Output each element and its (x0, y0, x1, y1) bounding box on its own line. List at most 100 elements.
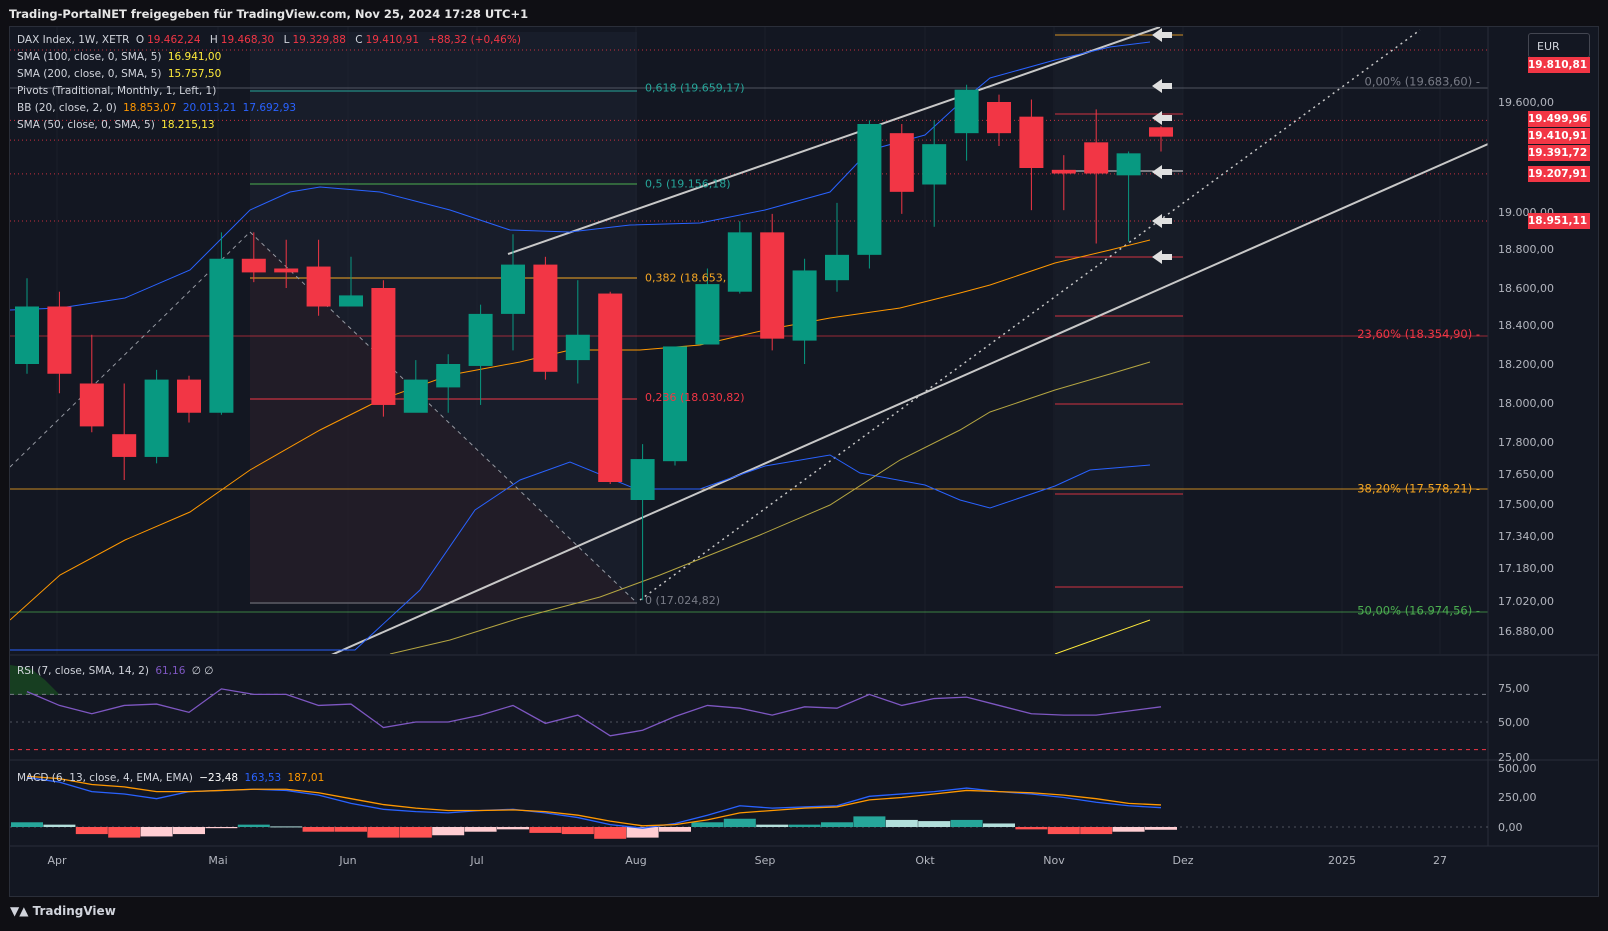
price-tag: 19.391,72 (1528, 145, 1590, 161)
macd-axis-tick: 250,00 (1498, 791, 1537, 804)
legend-sma100[interactable]: SMA (100, close, 0, SMA, 5) 16.941,00 (17, 50, 224, 64)
candle-body (598, 293, 623, 482)
macd-hist-bar (1145, 827, 1177, 830)
arrow-left-icon (1152, 250, 1172, 264)
macd-line (26, 776, 1162, 829)
legend-sma50-value: 18.215,13 (161, 119, 215, 131)
macd-hist-bar (853, 816, 886, 827)
candle-body (79, 383, 104, 427)
rsi-axis-tick: 50,00 (1498, 716, 1530, 729)
macd-hist-bar (205, 827, 238, 829)
macd-hist-bar (885, 819, 918, 827)
fib-label: 0 (17.024,82) (645, 594, 720, 607)
macd-hist-bar (11, 822, 43, 827)
price-axis-tick: 18.600,00 (1498, 282, 1554, 295)
candle-body (274, 268, 299, 273)
time-axis-label: 27 (1433, 854, 1447, 867)
macd-hist-bar (432, 827, 465, 836)
macd-hist-bar (75, 827, 108, 835)
legend-sma200[interactable]: SMA (200, close, 0, SMA, 5) 15.757,50 (17, 67, 224, 81)
time-axis-label: Apr (47, 854, 67, 867)
macd-hist-bar (497, 827, 529, 830)
price-axis-tick: 19.600,00 (1498, 96, 1554, 109)
candle-body (954, 89, 979, 134)
legend-bb-basis: 18.853,07 (123, 102, 177, 114)
legend-macd-line: 163,53 (244, 772, 282, 784)
tradingview-logo[interactable]: ▼▲ TradingView (10, 904, 116, 918)
candle-body (177, 379, 201, 413)
currency-button[interactable]: EUR (1528, 33, 1590, 58)
macd-hist-bar (821, 822, 853, 827)
macd-hist-bar (1112, 827, 1145, 832)
macd-hist-bar (950, 819, 983, 827)
legend-ohlc-l: 19.329,88 (292, 34, 346, 46)
macd-hist-bar (691, 822, 724, 827)
price-axis-tick: 18.000,00 (1498, 397, 1554, 410)
candle-body (987, 102, 1011, 134)
price-axis-tick: 17.500,00 (1498, 498, 1554, 511)
legend-macd[interactable]: MACD (6, 13, close, 4, EMA, EMA) −23,48 … (17, 771, 327, 785)
arrow-left-icon (1152, 79, 1172, 93)
candle-body (727, 232, 752, 292)
time-axis-label: Okt (915, 854, 935, 867)
legend-ohlc-c: 19.410,91 (365, 34, 420, 46)
candle-body (339, 295, 363, 307)
legend-rsi-label: RSI (7, close, SMA, 14, 2) (17, 665, 149, 677)
time-axis-label: Jul (469, 854, 483, 867)
candle-body (47, 306, 72, 374)
price-tag: 18.951,11 (1528, 213, 1590, 229)
macd-hist-bar (659, 827, 691, 832)
rsi-pane (10, 665, 1488, 751)
candle-body (663, 346, 687, 462)
price-axis-tick: 18.800,00 (1498, 243, 1554, 256)
time-axis-label: Mai (208, 854, 227, 867)
macd-hist-bar (335, 827, 367, 832)
legend-rsi[interactable]: RSI (7, close, SMA, 14, 2) 61,16 ∅ ∅ (17, 664, 216, 678)
legend-ohlc-h-label: H (209, 34, 218, 46)
macd-hist-bar (983, 823, 1015, 827)
macd-hist-bar (1080, 827, 1113, 835)
legend-sma50[interactable]: SMA (50, close, 0, SMA, 5) 18.215,13 (17, 118, 218, 132)
legend-symbol[interactable]: DAX Index, 1W, XETR (17, 34, 130, 46)
tv-logo-icon: ▼▲ (10, 904, 33, 918)
candle-body (501, 264, 525, 314)
legend-rsi-value: 61,16 (155, 665, 186, 677)
legend-macd-signal: 187,01 (287, 772, 325, 784)
candle-body (792, 270, 817, 341)
sma-100 (1054, 619, 1151, 654)
macd-hist-bar (723, 818, 756, 827)
candle-body (565, 334, 590, 361)
time-axis-label: Aug (625, 854, 646, 867)
macd-hist-bar (1047, 827, 1080, 835)
fib-right-label: 50,00% (16.974,56) - (1357, 604, 1480, 618)
time-axis-label: 2025 (1328, 854, 1356, 867)
arrow-left-icon (1152, 165, 1172, 179)
price-axis-tick: 17.340,00 (1498, 530, 1554, 543)
macd-hist-bar (140, 827, 173, 837)
legend-pivots[interactable]: Pivots (Traditional, Monthly, 1, Left, 1… (17, 84, 219, 98)
channel-dotted (639, 29, 1421, 601)
candle-body (144, 379, 169, 457)
macd-hist-bar (788, 824, 821, 827)
legend-change: +88,32 (+0,46%) (428, 34, 521, 46)
arrow-left-icon (1152, 28, 1172, 42)
macd-hist-bar (173, 827, 205, 835)
macd-hist-bar (464, 827, 497, 832)
price-axis-tick: 17.020,00 (1498, 595, 1554, 608)
time-axis-label: Sep (755, 854, 776, 867)
candle-body (760, 232, 785, 339)
candle-body (825, 254, 849, 281)
macd-hist-bar (626, 827, 659, 838)
price-tag: 19.410,91 (1528, 128, 1590, 144)
legend-ohlc-c-label: C (355, 34, 363, 46)
rsi-axis-tick: 25,00 (1498, 751, 1530, 764)
legend-bb[interactable]: BB (20, close, 2, 0) 18.853,07 20.013,21… (17, 101, 299, 115)
legend-ohlc-o-label: O (135, 34, 145, 46)
candle-body (630, 459, 655, 500)
price-tag: 19.499,96 (1528, 111, 1590, 127)
legend-bb-label: BB (20, close, 2, 0) (17, 102, 117, 114)
fib-right-label: 23,60% (18.354,90) - (1357, 327, 1480, 341)
legend-main: DAX Index, 1W, XETR O 19.462,24 H 19.468,3… (17, 33, 524, 47)
sma-50 (389, 361, 1151, 654)
